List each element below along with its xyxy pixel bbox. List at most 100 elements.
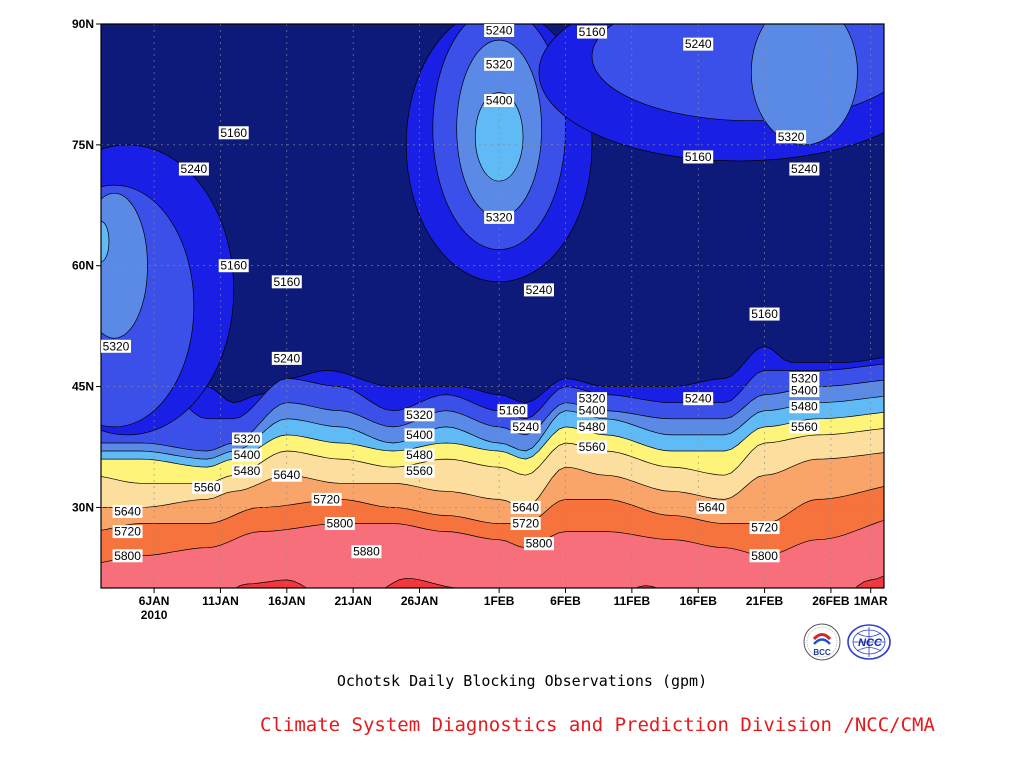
contour-label-46: 5800: [114, 549, 141, 563]
contour-label-9: 5240: [791, 162, 818, 176]
contour-label-bg-1: [577, 25, 608, 39]
contour-band-5880: [235, 575, 884, 588]
contour-label-30: 5560: [579, 440, 606, 454]
contour-label-bg-31: [404, 448, 435, 462]
contour-label-bg-13: [523, 283, 554, 297]
y-tick-label-0: 30N: [72, 500, 94, 514]
x-tick-label-7: 11FEB: [614, 594, 651, 608]
contour-label-bg-11: [218, 259, 249, 273]
contour-label-bg-46: [112, 549, 143, 563]
contour-label-bg-38: [510, 500, 541, 514]
contour-label-bg-35: [271, 468, 302, 482]
contour-feature-west-5400: [101, 221, 110, 263]
contour-label-8: 5240: [181, 162, 208, 176]
ncc-logo-text: NCC: [858, 637, 883, 649]
y-axis: 30N 45N 60N 75N 90N: [72, 17, 101, 514]
contour-label-bg-27: [789, 420, 820, 434]
contour-label-1: 5160: [579, 25, 606, 39]
credit-line: Climate System Diagnostics and Predictio…: [260, 714, 935, 736]
x-tick-label-0: 6JAN: [139, 594, 170, 608]
contour-label-bg-19: [683, 392, 714, 406]
contour-label-22: 5160: [499, 404, 526, 418]
contour-label-bg-34: [231, 464, 262, 478]
x-tick-label-1: 11JAN: [202, 594, 239, 608]
y-tick-label-3: 75N: [72, 138, 94, 152]
contour-label-bg-28: [404, 428, 435, 442]
contour-label-bg-30: [577, 440, 608, 454]
contour-band-5800: [101, 519, 884, 588]
contour-label-20: 5320: [579, 392, 606, 406]
contour-label-32: 5400: [234, 448, 261, 462]
contour-label-31: 5480: [406, 448, 433, 462]
contour-label-24: 5320: [406, 408, 433, 422]
contour-label-28: 5400: [406, 428, 433, 442]
contour-label-2: 5240: [685, 37, 712, 51]
x-tick-label-11: 1MAR: [854, 594, 888, 608]
contour-label-19: 5240: [685, 392, 712, 406]
contour-label-34: 5480: [234, 464, 261, 478]
x-tick-label-9: 21FEB: [746, 594, 784, 608]
contour-label-bg-44: [112, 525, 143, 539]
contour-label-bg-42: [324, 517, 355, 531]
contour-label-14: 5160: [751, 307, 778, 321]
contour-feature-feb20-5240: [591, 24, 884, 122]
contour-label-0: 5240: [486, 24, 513, 38]
contour-label-13: 5240: [526, 283, 553, 297]
contour-label-bg-9: [789, 162, 820, 176]
contour-label-bg-8: [178, 162, 209, 176]
contour-label-bg-24: [404, 408, 435, 422]
contour-label-23: 5400: [579, 404, 606, 418]
contour-label-bg-21: [789, 400, 820, 414]
contour-label-17: 5320: [791, 372, 818, 386]
contour-label-44: 5720: [114, 525, 141, 539]
contour-label-18: 5400: [791, 384, 818, 398]
contour-label-bg-10: [484, 210, 515, 224]
x-tick-label-2: 16JAN: [268, 594, 305, 608]
contour-label-bg-17: [789, 372, 820, 386]
contour-label-33: 5560: [406, 464, 433, 478]
bcc-logo-icon: BCC: [803, 623, 841, 661]
contour-label-bg-6: [776, 130, 807, 144]
contour-label-6: 5320: [778, 130, 805, 144]
chart-caption: Ochotsk Daily Blocking Observations (gpm…: [336, 672, 708, 690]
contour-label-bg-22: [497, 404, 528, 418]
contour-label-bg-39: [696, 500, 727, 514]
contour-label-bg-20: [577, 392, 608, 406]
contour-label-bg-4: [484, 94, 515, 108]
x-tick-sublabel-0: 2010: [141, 608, 168, 622]
contour-label-bg-47: [351, 545, 382, 559]
contour-label-26: 5240: [512, 420, 539, 434]
contour-label-bg-23: [577, 404, 608, 418]
contour-label-bg-3: [484, 57, 515, 71]
contour-label-3: 5320: [486, 57, 513, 71]
contour-label-bg-0: [484, 24, 515, 37]
contour-label-37: 5720: [313, 492, 340, 506]
x-tick-label-6: 6FEB: [550, 594, 581, 608]
contour-label-29: 5320: [234, 432, 261, 446]
contour-label-7: 5160: [685, 150, 712, 164]
contour-label-bg-26: [510, 420, 541, 434]
x-tick-label-10: 26FEB: [812, 594, 850, 608]
contour-label-bg-2: [683, 37, 714, 51]
y-tick-label-4: 90N: [72, 17, 94, 31]
contour-label-36: 5560: [194, 480, 221, 494]
bcc-logo-text: BCC: [813, 648, 831, 657]
contour-label-bg-7: [683, 150, 714, 164]
contour-label-41: 5720: [512, 517, 539, 531]
contour-label-40: 5640: [114, 504, 141, 518]
contour-label-45: 5800: [526, 537, 553, 551]
contour-label-47: 5880: [353, 545, 380, 559]
contour-label-35: 5640: [273, 468, 300, 482]
ncc-logo-icon: NCC: [847, 624, 891, 660]
contour-label-43: 5720: [751, 521, 778, 535]
contour-label-bg-15: [101, 339, 131, 353]
contour-label-15: 5320: [103, 339, 130, 353]
contour-label-bg-45: [523, 537, 554, 551]
contour-label-39: 5640: [698, 500, 725, 514]
contour-label-5: 5160: [220, 126, 247, 140]
contour-label-11: 5160: [220, 259, 247, 273]
contour-label-48: 5800: [751, 549, 778, 563]
contour-label-bg-40: [112, 504, 143, 518]
